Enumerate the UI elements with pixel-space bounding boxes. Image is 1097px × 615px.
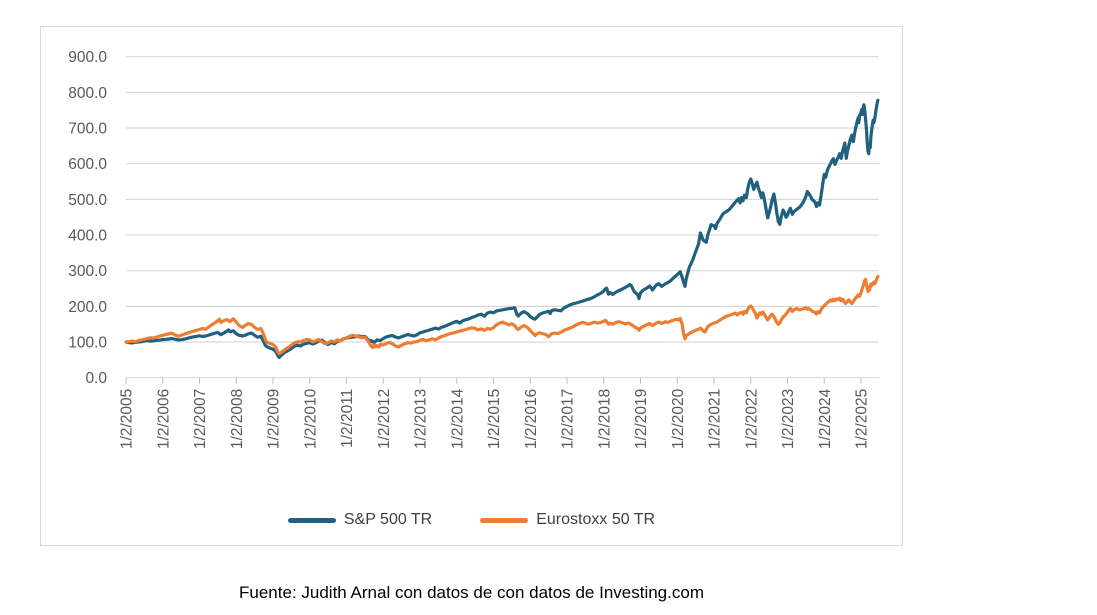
- series-line-sp500: [124, 98, 880, 359]
- x-axis-ticks: [125, 377, 862, 384]
- y-axis-label: 600.0: [68, 156, 107, 173]
- x-axis-label: 1/2/2014: [449, 388, 466, 449]
- series-lines: [124, 98, 880, 359]
- x-axis-label: 1/2/2024: [817, 388, 834, 449]
- legend-label-sp500: S&P 500 TR: [343, 511, 433, 528]
- y-axis-label: 700.0: [68, 121, 107, 138]
- chart-frame: 0.0 100.0 200.0 300.0 400.0 500.0 600.0 700.0 80…: [40, 26, 903, 546]
- legend-label-eurostoxx: Eurostoxx 50 TR: [536, 511, 656, 528]
- x-axis-label: 1/2/2013: [413, 389, 430, 449]
- x-axis-label: 1/2/2008: [229, 389, 246, 449]
- x-axis-label: 1/2/2021: [707, 389, 724, 449]
- x-axis-label: 1/2/2016: [523, 389, 540, 449]
- x-axis-label: 1/2/2012: [376, 389, 393, 449]
- x-axis-label: 1/2/2006: [155, 389, 172, 449]
- x-axis-label: 1/2/2025: [854, 389, 871, 449]
- y-axis-label: 100.0: [68, 335, 107, 352]
- y-axis-label: 900.0: [68, 49, 107, 66]
- x-axis-label: 1/2/2011: [339, 389, 356, 448]
- series-line-eurostoxx: [124, 274, 880, 356]
- x-axis-label: 1/2/2018: [596, 389, 613, 449]
- x-axis-label: 1/2/2005: [119, 389, 136, 449]
- y-axis-label: 300.0: [68, 263, 107, 280]
- y-axis-label: 200.0: [68, 299, 107, 316]
- sp500-line-swatch-icon: [287, 517, 336, 523]
- x-axis-label: 1/2/2020: [670, 388, 687, 449]
- gridlines: [126, 56, 879, 379]
- y-axis-label: 0.0: [85, 370, 107, 387]
- x-axis-label: 1/2/2023: [780, 389, 797, 449]
- x-axis-label: 1/2/2009: [266, 389, 283, 449]
- y-axis-label: 800.0: [68, 85, 107, 102]
- line-chart: 0.0 100.0 200.0 300.0 400.0 500.0 600.0 700.0 80…: [68, 49, 880, 449]
- source-caption: Fuente: Judith Arnal con datos de con da…: [239, 583, 704, 602]
- x-axis-label: 1/2/2022: [743, 389, 760, 449]
- legend-item-eurostoxx: Eurostoxx 50 TR: [480, 511, 655, 529]
- x-axis-label: 1/2/2017: [560, 389, 577, 449]
- x-axis-label: 1/2/2007: [192, 389, 209, 449]
- x-axis-labels: 1/2/2005 1/2/2006 1/2/2007 1/2/2008 1/2/2009…: [119, 388, 871, 449]
- x-axis-label: 1/2/2010: [302, 388, 319, 449]
- legend-item-sp500: S&P 500 TR: [287, 511, 433, 529]
- x-axis-label: 1/2/2019: [633, 389, 650, 449]
- y-axis-label: 400.0: [68, 228, 107, 245]
- x-axis-label: 1/2/2015: [486, 389, 503, 449]
- y-axis-label: 500.0: [68, 192, 107, 209]
- eurostoxx-line-swatch-icon: [480, 517, 529, 523]
- y-axis-labels: 0.0 100.0 200.0 300.0 400.0 500.0 600.0 700.0 80…: [68, 49, 107, 387]
- chart-legend: S&P 500 TR Eurostoxx 50 TR: [41, 511, 902, 529]
